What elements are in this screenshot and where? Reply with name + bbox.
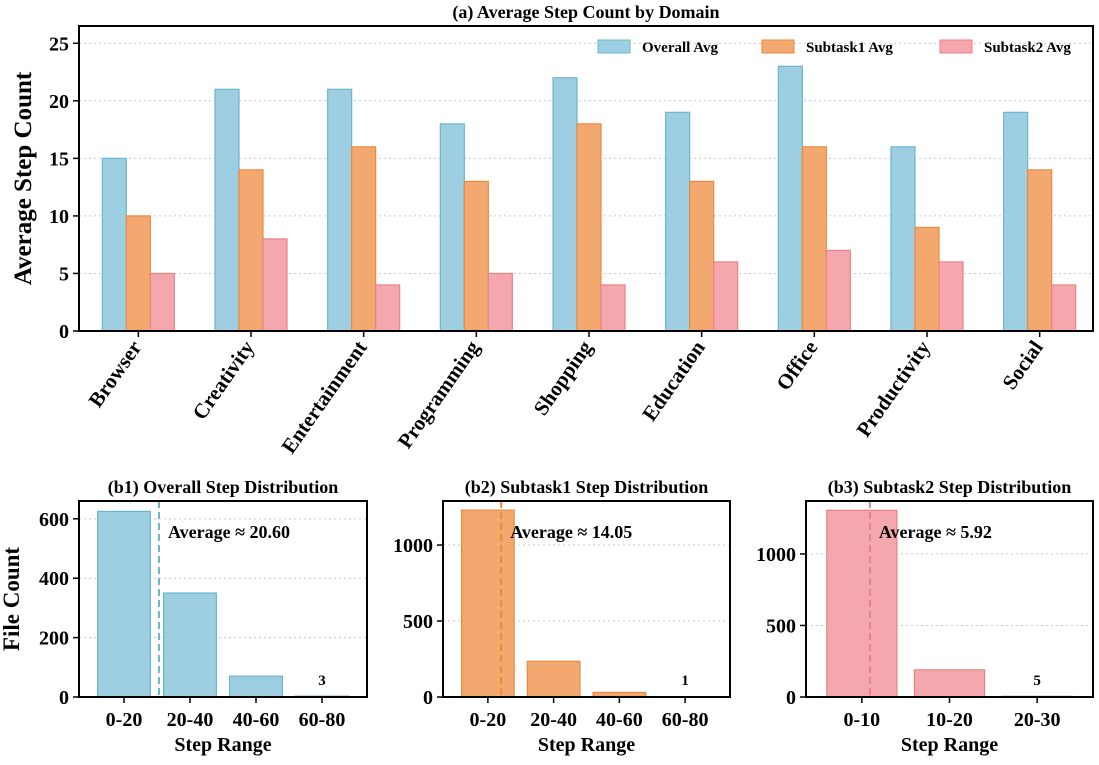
histogram-bar-b1-20-40 [164,593,217,697]
xtick-label-b1-0-20: 0-20 [106,709,143,731]
bar-overall-avg-shopping [553,78,577,331]
xtick-label-b2-20-40: 20-40 [530,709,577,731]
bar-overall-avg-social [1004,112,1028,331]
chart-title-b2: (b2) Subtask1 Step Distribution [465,477,709,498]
xtick-label-b3-20-30: 20-30 [1014,709,1061,731]
ytick-label-b1: 0 [59,687,69,709]
bar-subtask2-avg-entertainment [376,285,400,331]
x-axis-title-b1: Step Range [174,734,271,756]
ytick-label-a: 0 [59,321,69,343]
y-axis-title-b1: File Count [0,547,24,651]
bar-subtask1-avg-shopping [577,124,601,331]
xtick-label-b1-60-80: 60-80 [299,709,346,731]
chart-title-a: (a) Average Step Count by Domain [452,2,719,23]
histogram-bar-b2-0-20 [462,510,515,697]
legend-swatch-overall-avg [598,40,630,53]
x-axis-title-b3: Step Range [901,734,998,756]
category-label-programming: Programming [393,336,485,453]
xtick-label-b2-60-80: 60-80 [662,709,709,731]
ytick-label-b1: 200 [39,628,69,650]
bar-overall-avg-browser [102,158,126,331]
y-axis-title-a: Average Step Count [10,71,37,285]
bar-subtask1-avg-education [690,181,714,331]
count-annotation-b2: 1 [681,673,689,689]
xtick-label-b3-0-10: 0-10 [843,709,880,731]
legend-swatch-subtask2-avg [940,40,972,53]
count-annotation-b1: 3 [318,673,326,689]
xtick-label-b1-20-40: 20-40 [167,709,214,731]
average-label-b3: Average ≈ 5.92 [879,522,992,542]
bar-subtask1-avg-programming [464,181,488,331]
ytick-label-b3: 0 [786,687,796,709]
category-label-browser: Browser [84,336,147,412]
legend-label-subtask1-avg: Subtask1 Avg [806,40,893,56]
chart-title-b3: (b3) Subtask2 Step Distribution [828,477,1072,498]
ytick-label-b3: 500 [766,615,796,637]
ytick-label-b2: 500 [403,611,433,633]
bar-subtask2-avg-creativity [263,239,287,331]
bar-subtask1-avg-productivity [915,227,939,331]
bar-subtask1-avg-creativity [239,170,263,331]
category-label-education: Education [637,336,710,426]
x-axis-title-b2: Step Range [538,734,635,756]
bar-overall-avg-creativity [215,89,239,331]
histogram-bar-b2-20-40 [527,661,580,697]
histogram-bar-b1-0-20 [98,511,151,697]
ytick-label-a: 20 [49,91,69,113]
bar-subtask2-avg-browser [150,273,174,331]
bar-subtask2-avg-productivity [939,262,963,331]
bar-subtask2-avg-social [1052,285,1076,331]
bar-subtask1-avg-office [802,147,826,331]
category-label-shopping: Shopping [529,336,598,420]
bar-subtask2-avg-programming [488,273,512,331]
category-label-social: Social [997,336,1048,394]
legend-label-subtask2-avg: Subtask2 Avg [984,40,1071,56]
legend-label-overall-avg: Overall Avg [642,40,718,56]
ytick-label-b2: 1000 [393,535,433,557]
bar-overall-avg-education [666,112,690,331]
bar-subtask2-avg-office [826,250,850,331]
ytick-label-b1: 600 [39,509,69,531]
category-label-productivity: Productivity [851,336,935,442]
ytick-label-b2: 0 [423,687,433,709]
bar-subtask2-avg-education [714,262,738,331]
bar-subtask1-avg-entertainment [352,147,376,331]
chart-title-b1: (b1) Overall Step Distribution [108,477,339,498]
bar-subtask1-avg-browser [126,216,150,331]
histogram-bar-b1-40-60 [230,676,283,697]
xtick-label-b2-40-60: 40-60 [596,709,643,731]
category-label-creativity: Creativity [187,336,259,424]
xtick-label-b2-0-20: 0-20 [470,709,507,731]
ytick-label-a: 15 [49,148,69,170]
xtick-label-b3-10-20: 10-20 [926,709,973,731]
histogram-bar-b3-10-20 [914,670,984,697]
bar-overall-avg-entertainment [328,89,352,331]
legend-swatch-subtask1-avg [762,40,794,53]
average-label-b1: Average ≈ 20.60 [168,522,290,542]
ytick-label-a: 25 [49,33,69,55]
category-label-office: Office [771,336,822,395]
bar-subtask2-avg-shopping [601,285,625,331]
ytick-label-b3: 1000 [756,544,796,566]
xtick-label-b1-40-60: 40-60 [233,709,280,731]
bar-overall-avg-office [778,66,802,331]
count-annotation-b3: 5 [1033,673,1041,689]
ytick-label-b1: 400 [39,568,69,590]
bar-overall-avg-productivity [891,147,915,331]
average-label-b2: Average ≈ 14.05 [510,522,632,542]
bar-subtask1-avg-social [1028,170,1052,331]
ytick-label-a: 10 [49,206,69,228]
bar-overall-avg-programming [440,124,464,331]
ytick-label-a: 5 [59,263,69,285]
category-label-entertainment: Entertainment [276,336,371,458]
